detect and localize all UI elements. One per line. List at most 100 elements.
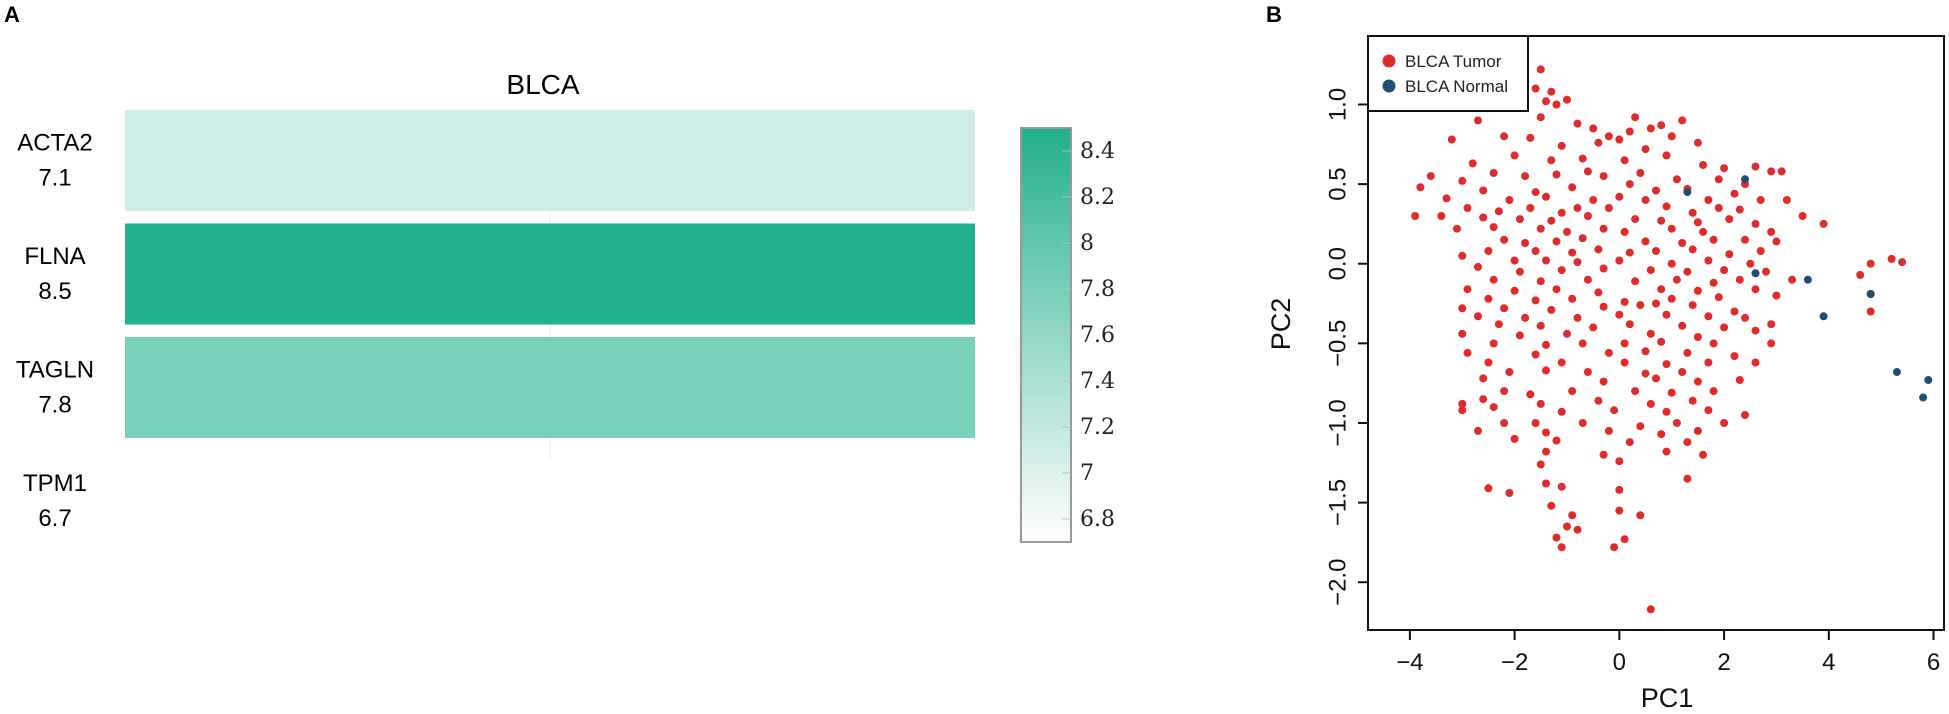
pca-axes: −4 −2 0 2 4 6 −2.0 −1.5 −1.0 −0.5 0.0 0.5 1.0 xyxy=(1325,88,1941,676)
tumor-point xyxy=(1662,202,1671,211)
tumor-point xyxy=(1500,235,1509,244)
tumor-point xyxy=(1741,235,1749,244)
tumor-point xyxy=(1688,208,1697,217)
tumor-point xyxy=(1453,224,1461,233)
tumor-point xyxy=(1782,196,1791,204)
tumor-point xyxy=(1573,313,1582,322)
tumor-point xyxy=(1573,119,1582,128)
tumor-point xyxy=(1536,224,1545,233)
tumor-point xyxy=(1652,299,1660,308)
tumor-point xyxy=(1510,286,1519,295)
colorbar-tick-label: 7.2 xyxy=(1080,415,1115,440)
tumor-point xyxy=(1678,116,1687,125)
tumor-point xyxy=(1484,484,1493,493)
tumor-point xyxy=(1662,360,1671,369)
pca-points xyxy=(1384,52,1933,614)
y-axis-title: PC2 xyxy=(1266,298,1296,351)
tumor-point xyxy=(1615,135,1624,144)
tumor-point xyxy=(1599,172,1608,181)
tumor-point xyxy=(1515,267,1524,276)
tumor-point xyxy=(1521,313,1530,322)
tumor-point xyxy=(1751,162,1760,171)
tumor-point xyxy=(1563,95,1571,104)
tumor-point xyxy=(1657,430,1666,439)
normal-point xyxy=(1892,368,1901,376)
colorbar-tick-label: 7 xyxy=(1080,461,1094,486)
tumor-point xyxy=(1720,266,1729,275)
tumor-point xyxy=(1709,235,1718,244)
legend-tumor-label: BLCA Tumor xyxy=(1405,52,1502,71)
heatmap-cell xyxy=(125,223,975,325)
x-tick-label: −4 xyxy=(1396,649,1423,676)
tumor-point xyxy=(1866,307,1875,316)
tumor-point xyxy=(1536,113,1545,122)
normal-point xyxy=(1924,376,1933,384)
normal-point xyxy=(1751,269,1760,278)
tumor-point xyxy=(1620,156,1629,165)
heatmap-row-labels: ACTA2 7.1 FLNA 8.5 TAGLN 7.8 TPM1 6.7 xyxy=(16,130,94,533)
tumor-point xyxy=(1557,358,1566,367)
tumor-point xyxy=(1767,320,1776,329)
y-tick-label: 0.5 xyxy=(1325,167,1352,200)
tumor-point xyxy=(1641,145,1650,154)
tumor-point xyxy=(1599,264,1608,273)
tumor-point xyxy=(1762,267,1770,276)
tumor-point xyxy=(1625,248,1634,257)
tumor-point xyxy=(1489,339,1498,348)
tumor-point xyxy=(1500,419,1509,427)
tumor-point xyxy=(1568,511,1577,520)
tumor-point xyxy=(1657,121,1666,130)
tumor-point xyxy=(1678,321,1687,330)
tumor-point xyxy=(1887,254,1896,263)
tumor-point xyxy=(1578,419,1587,427)
tumor-point xyxy=(1720,164,1729,173)
tumor-point xyxy=(1725,215,1734,224)
tumor-point xyxy=(1693,138,1702,147)
legend: BLCA Tumor BLCA Normal xyxy=(1367,35,1529,112)
tumor-point xyxy=(1552,285,1561,294)
tumor-point xyxy=(1641,237,1650,246)
tumor-point xyxy=(1573,204,1582,212)
tumor-point xyxy=(1720,323,1729,332)
tumor-point xyxy=(1484,247,1493,255)
tumor-point xyxy=(1599,224,1608,233)
tumor-point xyxy=(1542,256,1550,265)
heatmap-row-value: 7.1 xyxy=(38,165,71,192)
heatmap-cell xyxy=(125,110,975,211)
y-tick-label: −2.0 xyxy=(1325,559,1352,606)
tumor-point xyxy=(1542,97,1550,106)
tumor-point xyxy=(1699,161,1708,169)
tumor-point xyxy=(1552,100,1561,109)
tumor-point xyxy=(1536,65,1545,74)
tumor-point xyxy=(1704,358,1713,367)
tumor-point xyxy=(1604,132,1613,141)
x-tick-label: −2 xyxy=(1501,649,1528,676)
tumor-point xyxy=(1531,296,1540,305)
normal-point xyxy=(1683,188,1692,197)
tumor-point xyxy=(1662,407,1671,416)
tumor-point xyxy=(1636,301,1645,310)
tumor-point xyxy=(1505,196,1514,204)
tumor-point xyxy=(1557,407,1566,416)
tumor-point xyxy=(1583,167,1592,176)
tumor-point xyxy=(1662,151,1671,160)
tumor-point xyxy=(1563,227,1571,236)
tumor-point xyxy=(1683,348,1692,357)
tumor-point xyxy=(1693,377,1702,386)
tumor-point xyxy=(1484,358,1493,367)
tumor-point xyxy=(1583,275,1592,284)
tumor-point xyxy=(1458,329,1467,338)
tumor-point xyxy=(1547,305,1556,314)
tumor-point xyxy=(1578,234,1587,243)
tumor-point xyxy=(1563,522,1571,531)
tumor-point xyxy=(1479,374,1488,383)
tumor-point xyxy=(1557,266,1566,275)
tumor-point xyxy=(1856,270,1865,279)
tumor-point xyxy=(1536,399,1545,408)
x-tick-label: 4 xyxy=(1822,649,1835,676)
tumor-point xyxy=(1620,227,1629,236)
tumor-point xyxy=(1625,180,1634,189)
tumor-point xyxy=(1767,339,1776,348)
colorbar-tick-label: 8.2 xyxy=(1080,185,1115,210)
tumor-point xyxy=(1756,196,1765,204)
